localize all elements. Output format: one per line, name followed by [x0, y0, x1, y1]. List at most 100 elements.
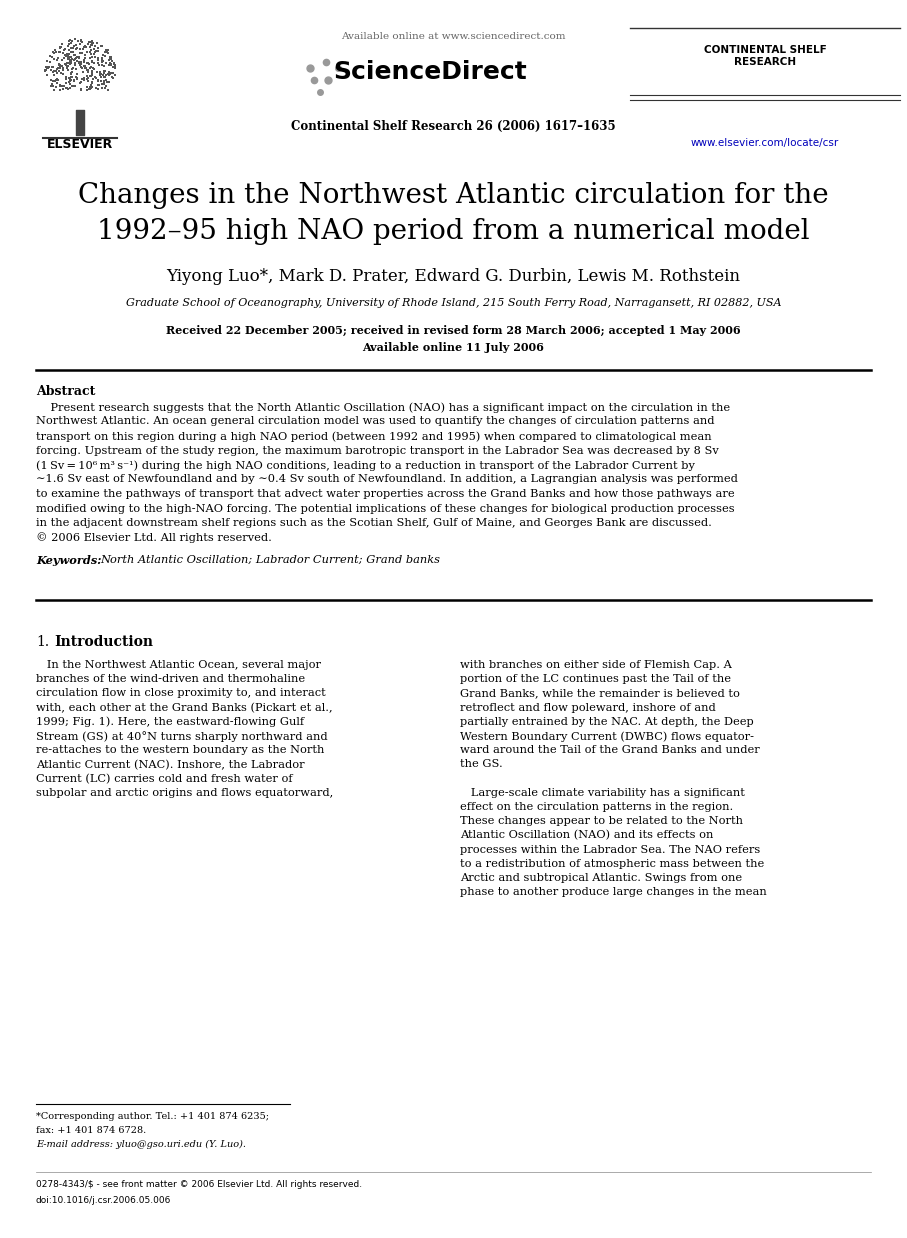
- Point: [68, 45, 83, 64]
- Point: [74, 32, 89, 52]
- Point: [94, 64, 109, 84]
- Point: [56, 79, 71, 99]
- Point: [62, 50, 76, 69]
- Point: [87, 53, 102, 73]
- Point: [102, 54, 116, 74]
- Point: [97, 67, 112, 87]
- Text: branches of the wind-driven and thermohaline: branches of the wind-driven and thermoha…: [36, 675, 305, 685]
- Point: [73, 30, 88, 50]
- Text: ScienceDirect: ScienceDirect: [333, 59, 527, 84]
- Point: [50, 50, 64, 69]
- Point: [81, 35, 95, 54]
- Point: [66, 77, 81, 97]
- Point: [55, 50, 70, 69]
- Point: [64, 58, 79, 78]
- Point: [63, 68, 77, 88]
- Point: [63, 71, 78, 90]
- Point: [60, 53, 74, 73]
- Point: [83, 32, 97, 52]
- Point: [107, 53, 122, 73]
- Point: [75, 43, 90, 63]
- Point: [105, 68, 120, 88]
- Point: [68, 35, 83, 54]
- Text: © 2006 Elsevier Ltd. All rights reserved.: © 2006 Elsevier Ltd. All rights reserved…: [36, 532, 272, 543]
- Point: [42, 57, 56, 77]
- Point: [57, 76, 72, 95]
- Point: [85, 78, 100, 98]
- Point: [83, 42, 97, 62]
- Point: [59, 69, 73, 89]
- Point: [96, 71, 111, 90]
- Point: [103, 48, 118, 68]
- Text: E-mail address: yluo@gso.uri.edu (Y. Luo).: E-mail address: yluo@gso.uri.edu (Y. Luo…: [36, 1140, 246, 1149]
- Point: [101, 43, 115, 63]
- Point: [91, 74, 105, 94]
- Point: [99, 69, 113, 89]
- Text: Stream (GS) at 40°N turns sharply northward and: Stream (GS) at 40°N turns sharply northw…: [36, 730, 327, 742]
- Point: [83, 58, 97, 78]
- Point: [95, 45, 110, 64]
- Point: [67, 46, 82, 66]
- Point: [73, 80, 88, 100]
- Point: [48, 61, 63, 80]
- Point: [76, 38, 91, 58]
- Point: [79, 37, 93, 57]
- Point: [45, 76, 60, 95]
- Point: [88, 42, 102, 62]
- Point: [52, 54, 66, 74]
- Point: [69, 67, 83, 87]
- Point: [91, 71, 105, 90]
- Point: [84, 47, 99, 67]
- Point: [39, 57, 54, 77]
- Point: [45, 57, 60, 77]
- Point: [83, 57, 98, 77]
- Point: [73, 38, 87, 58]
- Point: [83, 76, 98, 95]
- Point: [89, 78, 103, 98]
- Text: ELSEVIER: ELSEVIER: [47, 137, 113, 151]
- Point: [44, 77, 58, 97]
- Point: [77, 69, 92, 89]
- Point: [59, 57, 73, 77]
- Point: [53, 42, 67, 62]
- Point: [76, 62, 91, 82]
- Point: [104, 63, 119, 83]
- Point: [40, 51, 54, 71]
- Point: [81, 62, 95, 82]
- Text: effect on the circulation patterns in the region.: effect on the circulation patterns in th…: [460, 802, 733, 812]
- Point: [80, 78, 94, 98]
- Point: [97, 74, 112, 94]
- Point: [59, 46, 73, 66]
- Point: [95, 56, 110, 76]
- Text: Current (LC) carries cold and fresh water of: Current (LC) carries cold and fresh wate…: [36, 774, 293, 784]
- Text: to examine the pathways of transport that advect water properties across the Gra: to examine the pathways of transport tha…: [36, 489, 735, 499]
- Point: [69, 59, 83, 79]
- Point: [68, 77, 83, 97]
- Point: [66, 38, 81, 58]
- Point: [60, 56, 74, 76]
- Point: [100, 73, 114, 93]
- Point: [69, 40, 83, 59]
- Point: [37, 61, 52, 80]
- Point: [84, 36, 99, 56]
- Point: [85, 31, 100, 51]
- Point: [73, 57, 88, 77]
- Point: [82, 79, 96, 99]
- Point: [72, 53, 86, 73]
- Point: [49, 63, 63, 83]
- Text: In the Northwest Atlantic Ocean, several major: In the Northwest Atlantic Ocean, several…: [36, 660, 321, 670]
- Point: [104, 50, 119, 69]
- Point: [97, 62, 112, 82]
- Point: [44, 52, 58, 72]
- Point: [85, 73, 100, 93]
- Point: [63, 78, 78, 98]
- Point: [108, 58, 122, 78]
- Point: [77, 52, 92, 72]
- Point: [85, 61, 100, 80]
- Point: [100, 42, 114, 62]
- Point: [90, 62, 104, 82]
- Point: [101, 64, 115, 84]
- Point: [92, 41, 106, 61]
- Point: [83, 67, 98, 87]
- Point: [80, 53, 94, 73]
